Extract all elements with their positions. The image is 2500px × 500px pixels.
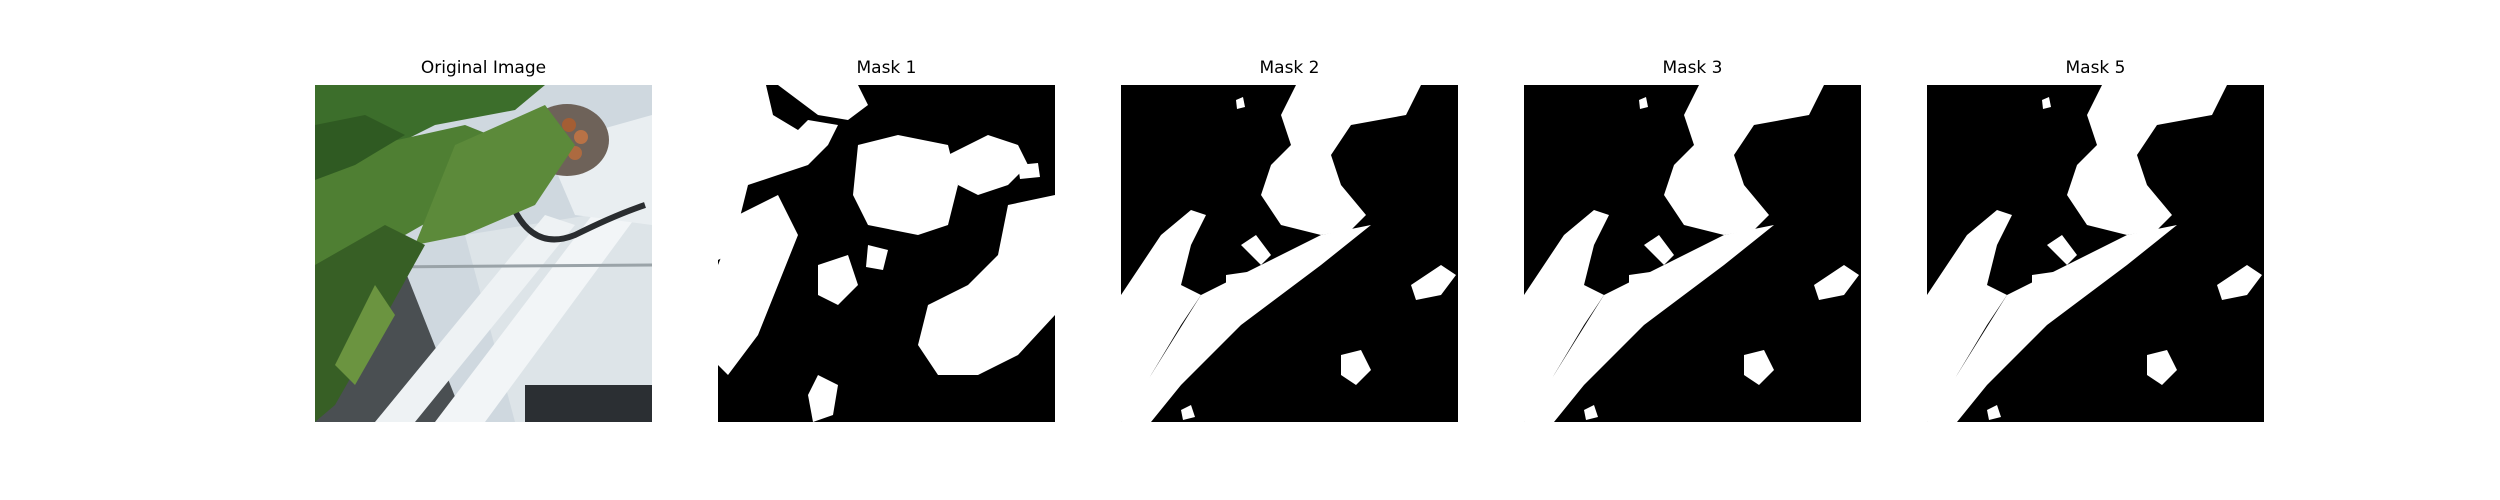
figure-panel-original: Original Image <box>315 0 652 500</box>
panel-title: Mask 2 <box>1259 58 1320 78</box>
figure-panel-mask-2: Mask 2 <box>1121 0 1458 500</box>
panel-title: Mask 1 <box>856 58 917 78</box>
original-image <box>315 85 652 422</box>
figure-panel-mask-5: Mask 5 <box>1927 0 2264 500</box>
figure-panel-mask-3: Mask 3 <box>1524 0 1861 500</box>
mask-1-image <box>718 85 1055 422</box>
panel-title: Mask 3 <box>1662 58 1723 78</box>
mask-2-image <box>1121 85 1458 422</box>
panel-title: Original Image <box>420 58 547 78</box>
mask-5-image <box>1927 85 2264 422</box>
mask-3-image <box>1524 85 1861 422</box>
figure-panel-mask-1: Mask 1 <box>718 0 1055 500</box>
panel-title: Mask 5 <box>2065 58 2126 78</box>
